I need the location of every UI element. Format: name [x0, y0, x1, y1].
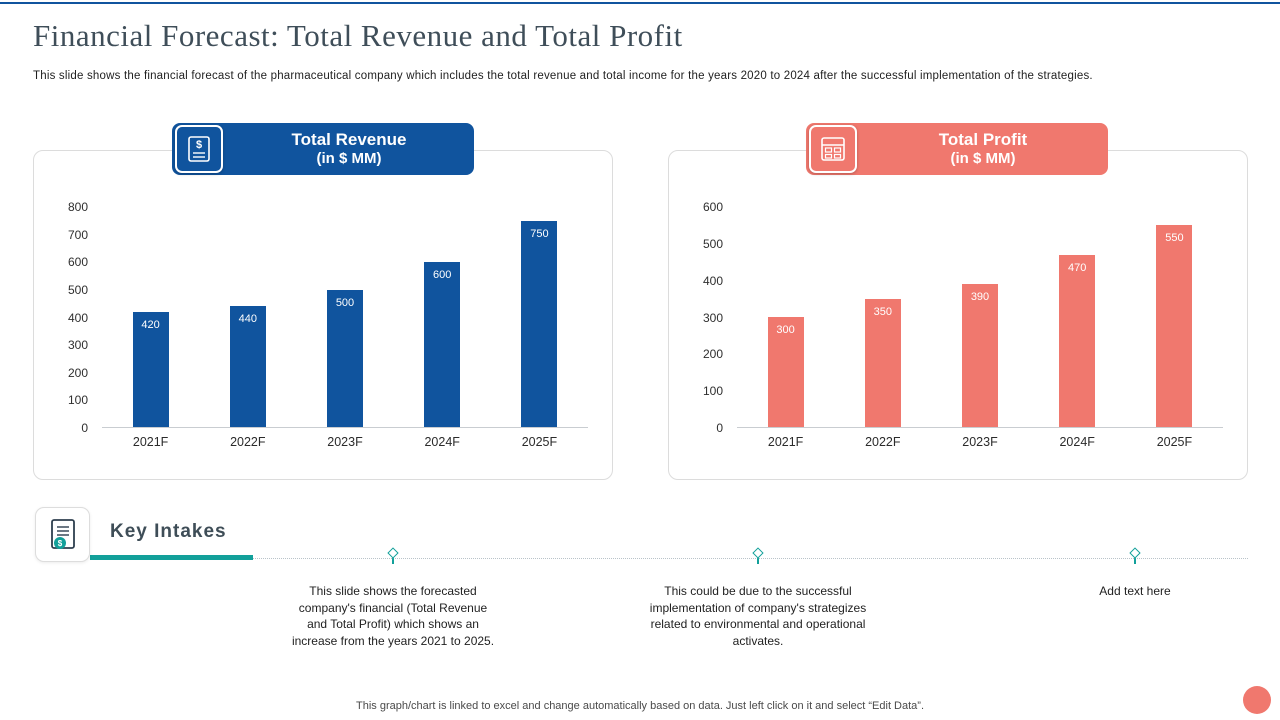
- page-title: Financial Forecast: Total Revenue and To…: [33, 18, 683, 53]
- x-axis-label: 2025F: [521, 435, 558, 449]
- y-axis-tick: 100: [702, 384, 723, 399]
- bar-2023F: 390: [962, 284, 998, 427]
- y-axis-tick: 200: [67, 365, 88, 380]
- revenue-chart-card[interactable]: 800 700 600 500 400 300 200 100 0 420 2021F 440 202…: [33, 150, 613, 480]
- bar-slot: 350 2022F: [834, 207, 931, 449]
- timeline-dotted-line: [253, 558, 1248, 559]
- calculator-icon: [809, 125, 857, 173]
- revenue-y-axis: 800 700 600 500 400 300 200 100 0: [58, 200, 96, 435]
- bar-2021F: 420: [132, 311, 169, 427]
- timeline-marker-icon: [387, 547, 399, 564]
- timeline-marker-icon: [1129, 547, 1141, 564]
- y-axis-tick: 300: [67, 338, 88, 353]
- y-axis-tick: 100: [67, 393, 88, 408]
- corner-accent-circle: [1243, 686, 1271, 714]
- bar-slot: 300 2021F: [737, 207, 834, 449]
- x-axis-label: 2023F: [327, 435, 363, 449]
- bar-value-label: 350: [873, 305, 892, 318]
- profit-chart-banner: Total Profit (in $ MM): [806, 123, 1108, 175]
- document-icon: $: [35, 507, 90, 562]
- bar-slot: 390 2023F: [931, 207, 1028, 449]
- y-axis-tick: 300: [702, 310, 723, 325]
- revenue-chart-plot: 800 700 600 500 400 300 200 100 0 420 2021F 440 202…: [58, 200, 592, 449]
- slide-subtitle: This slide shows the financial forecast …: [33, 70, 1093, 82]
- bar-2025F: 750: [521, 220, 558, 427]
- bar-slot: 420 2021F: [102, 207, 199, 449]
- heading-underline: [90, 555, 253, 560]
- revenue-chart-banner: $ Total Revenue (in $ MM): [172, 123, 474, 175]
- profit-bars-area: 300 2021F 350 2022F 390 2023F 470 2024F 550 2025F: [737, 207, 1223, 449]
- x-axis-label: 2022F: [865, 435, 901, 449]
- key-intake-item: This could be due to the successful impl…: [649, 584, 867, 648]
- bar-2022F: 440: [229, 306, 266, 427]
- bar-2024F: 600: [424, 262, 461, 427]
- svg-text:$: $: [57, 539, 62, 548]
- y-axis-tick: 600: [67, 255, 88, 270]
- x-axis-label: 2023F: [962, 435, 998, 449]
- bar-slot: 470 2024F: [1029, 207, 1126, 449]
- bar-value-label: 300: [776, 324, 795, 336]
- bar-slot: 500 2023F: [296, 207, 393, 449]
- bar-slot: 750 2025F: [491, 207, 588, 449]
- svg-text:$: $: [196, 139, 202, 151]
- bar-2024F: 470: [1059, 254, 1096, 427]
- bar-value-label: 750: [530, 227, 549, 240]
- top-accent-rule: [0, 2, 1280, 4]
- profit-chart-card[interactable]: 600 500 400 300 200 100 0 300 2021F 350 2022F 390 2…: [668, 150, 1248, 480]
- add-text-placeholder[interactable]: Add text here: [1099, 584, 1171, 598]
- y-axis-tick: 800: [67, 200, 88, 214]
- y-axis-tick: 600: [702, 200, 723, 214]
- x-axis-label: 2021F: [767, 435, 804, 449]
- revenue-banner-text: Total Revenue (in $ MM): [230, 129, 468, 169]
- bar-value-label: 390: [970, 291, 990, 303]
- bar-value-label: 600: [433, 269, 452, 281]
- dollar-document-icon: $: [175, 125, 223, 173]
- y-axis-tick: 400: [67, 310, 88, 325]
- profit-banner-text: Total Profit (in $ MM): [864, 129, 1102, 169]
- bar-2022F: 350: [864, 298, 901, 427]
- x-axis-label: 2021F: [132, 435, 169, 449]
- y-axis-tick: 200: [702, 347, 723, 362]
- key-intake-item: This slide shows the forecasted company'…: [291, 584, 495, 648]
- revenue-bars-area: 420 2021F 440 2022F 500 2023F 600 2024F 750 2025F: [102, 207, 588, 449]
- profit-y-axis: 600 500 400 300 200 100 0: [693, 200, 731, 435]
- bar-2023F: 500: [327, 289, 363, 427]
- y-axis-tick: 500: [702, 236, 723, 251]
- bar-2025F: 550: [1156, 225, 1193, 427]
- x-axis-label: 2025F: [1156, 435, 1193, 449]
- y-axis-tick: 400: [702, 273, 723, 288]
- footer-note: This graph/chart is linked to excel and …: [355, 700, 925, 712]
- timeline-marker-icon: [752, 547, 764, 564]
- y-axis-tick: 0: [81, 421, 88, 435]
- y-axis-tick: 500: [67, 282, 88, 297]
- bar-value-label: 470: [1068, 261, 1087, 274]
- bar-slot: 600 2024F: [394, 207, 491, 449]
- bar-value-label: 500: [335, 296, 355, 309]
- x-axis-label: 2024F: [424, 435, 460, 449]
- profit-chart-plot: 600 500 400 300 200 100 0 300 2021F 350 2022F 390 2…: [693, 200, 1227, 449]
- revenue-chart-title: Total Revenue: [291, 130, 407, 149]
- bar-value-label: 420: [141, 318, 160, 331]
- y-axis-tick: 0: [716, 421, 723, 435]
- key-intakes-heading: Key Intakes: [110, 521, 227, 542]
- bar-value-label: 550: [1165, 232, 1184, 245]
- bar-slot: 440 2022F: [199, 207, 296, 449]
- profit-chart-units: (in $ MM): [950, 150, 1016, 168]
- revenue-chart-units: (in $ MM): [316, 150, 382, 168]
- profit-chart-title: Total Profit: [938, 130, 1028, 149]
- bar-slot: 550 2025F: [1126, 207, 1223, 449]
- y-axis-tick: 700: [67, 227, 88, 242]
- bar-2021F: 300: [767, 317, 804, 427]
- bar-value-label: 440: [238, 313, 257, 325]
- x-axis-label: 2022F: [230, 435, 266, 449]
- x-axis-label: 2024F: [1059, 435, 1095, 449]
